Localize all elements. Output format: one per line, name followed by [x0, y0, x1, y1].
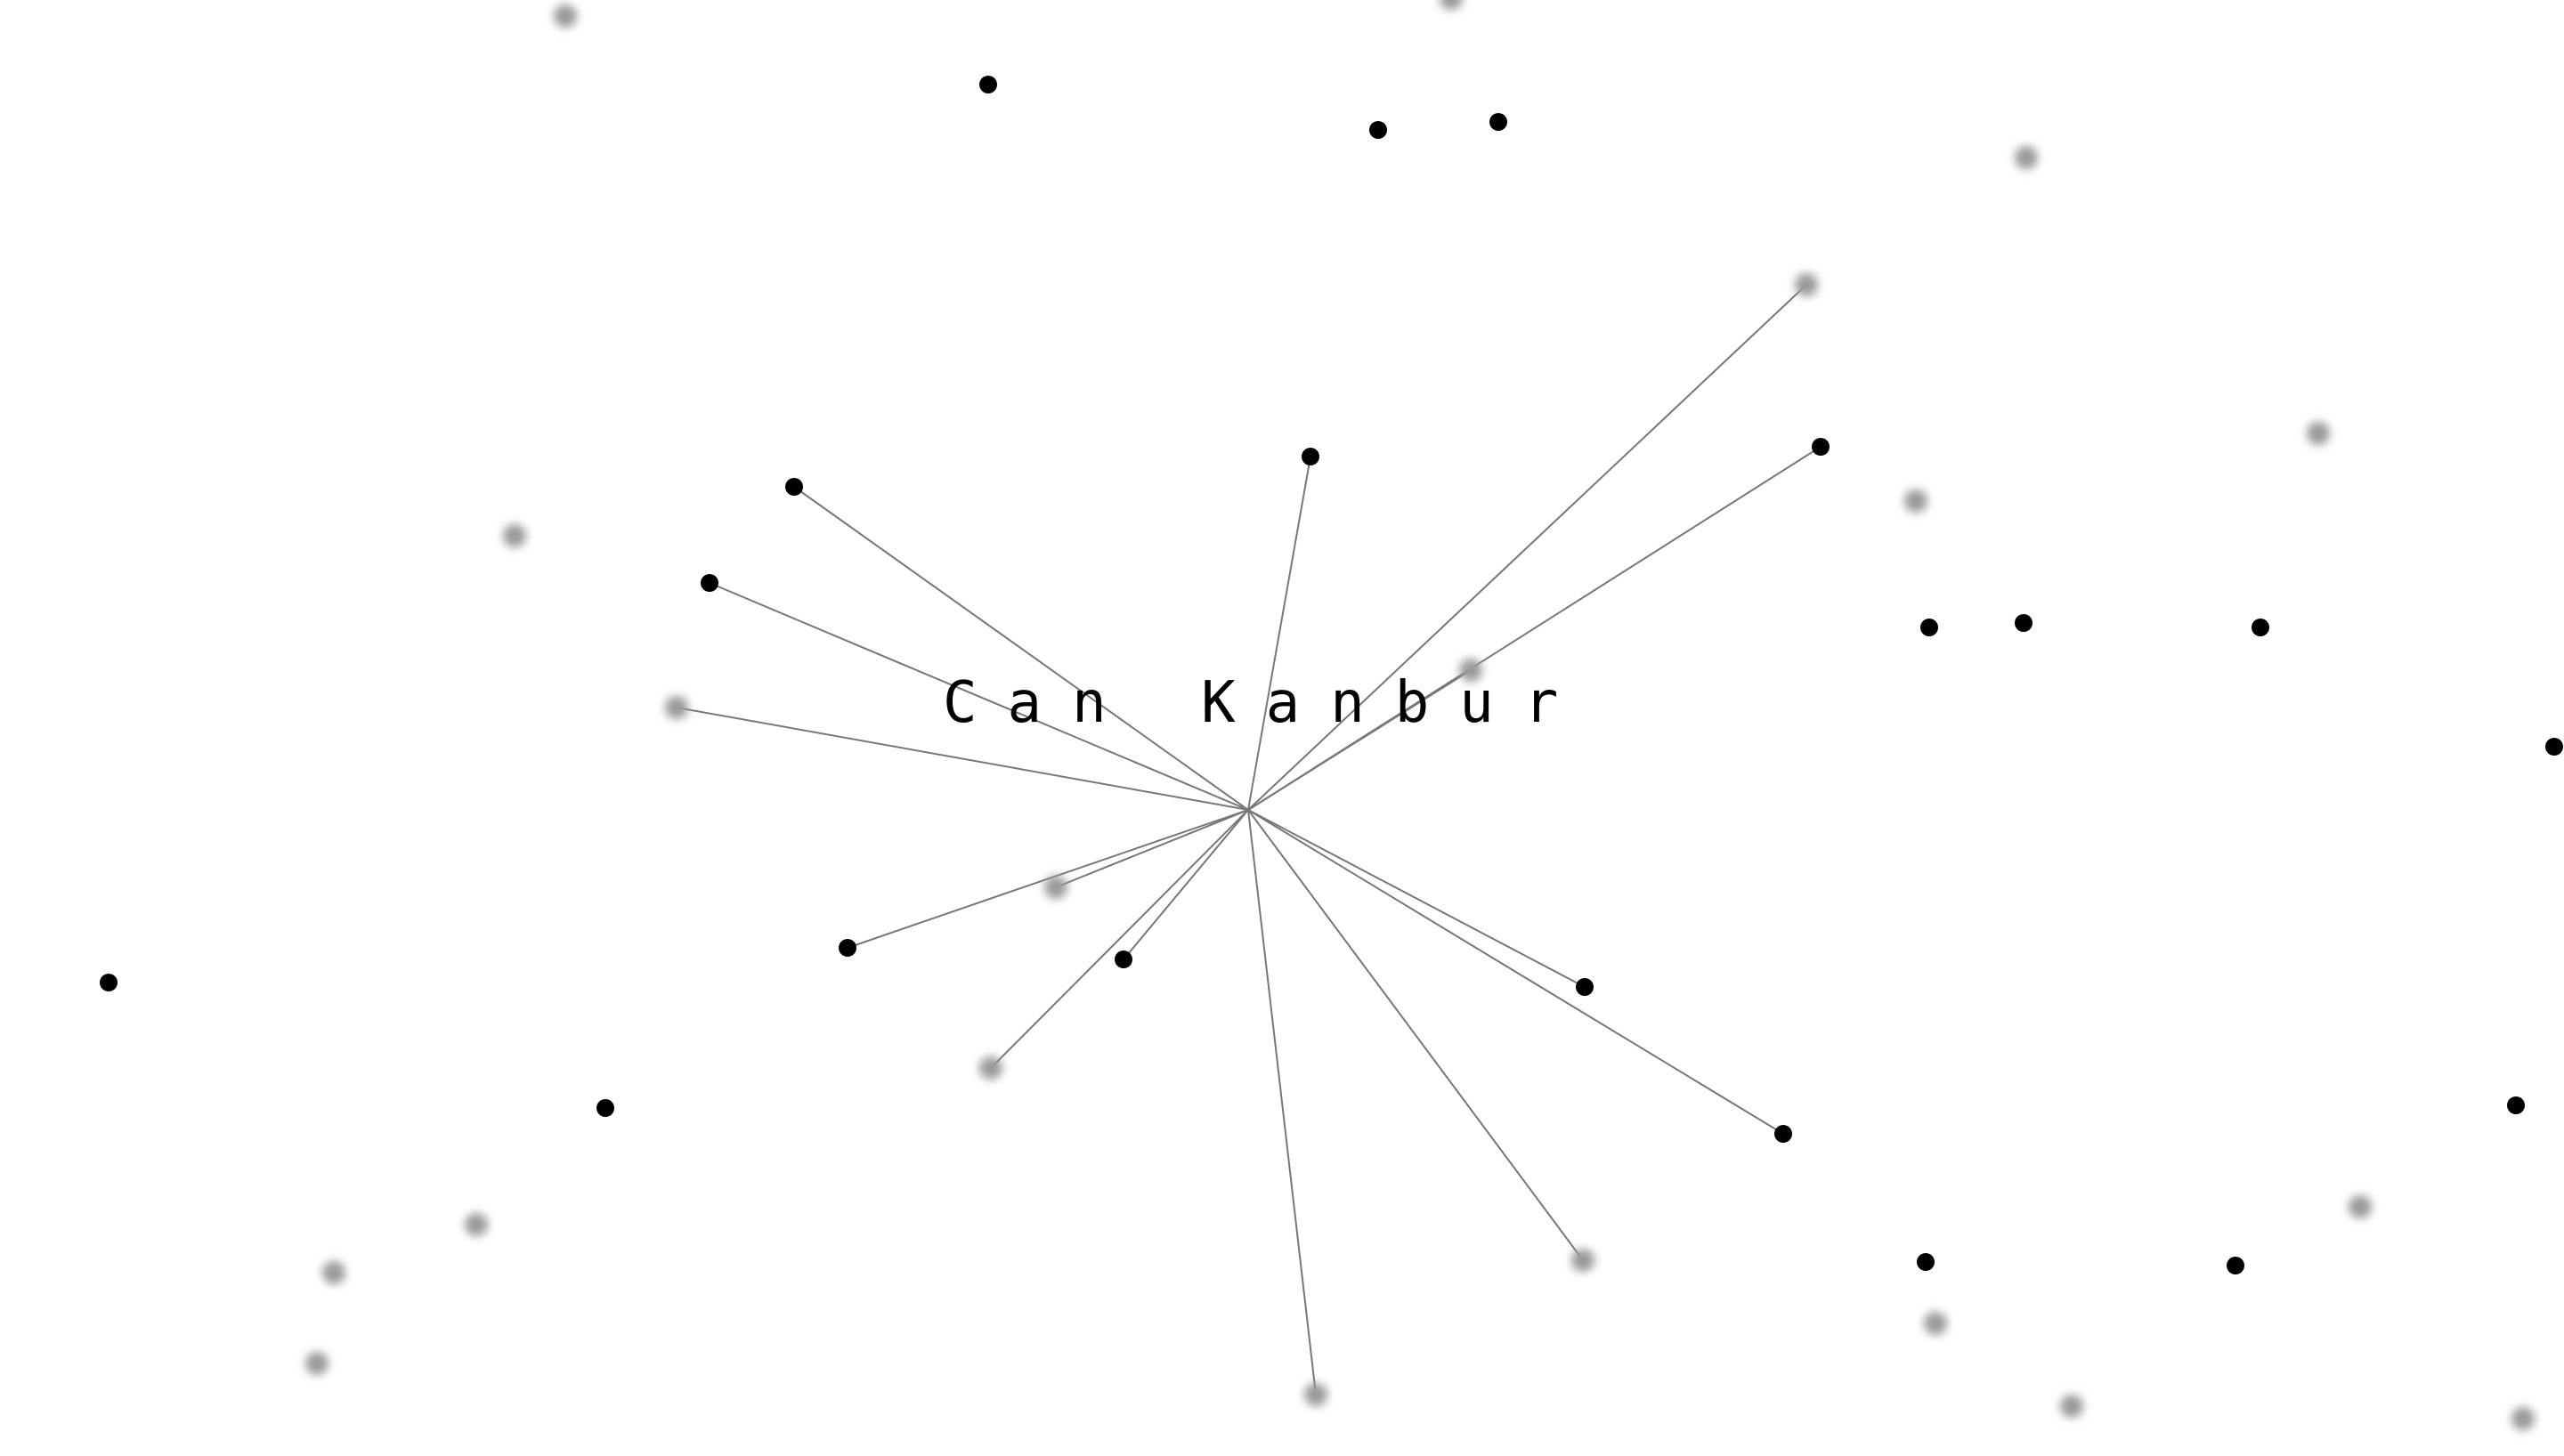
blurred-node: [322, 1261, 345, 1284]
node: [1302, 448, 1319, 465]
blurred-node: [979, 1056, 1002, 1080]
node: [1576, 978, 1594, 996]
node: [1369, 121, 1387, 139]
link-line: [1247, 284, 1807, 811]
nodes: [100, 0, 2563, 1430]
blurred-node: [2511, 1407, 2535, 1430]
link-line: [1247, 809, 1784, 1135]
link-line: [709, 582, 1249, 811]
node: [1920, 619, 1938, 636]
blurred-node: [1044, 876, 1067, 899]
node: [2227, 1257, 2244, 1274]
node: [1812, 438, 1830, 456]
node: [1917, 1253, 1935, 1271]
blurred-node: [465, 1213, 488, 1236]
link-line: [1247, 669, 1472, 811]
blurred-node: [1904, 489, 1927, 513]
node: [2545, 738, 2563, 756]
blurred-node: [1459, 659, 1482, 682]
node: [100, 974, 118, 991]
link-lines: [676, 284, 1822, 1395]
blurred-node: [1440, 0, 1463, 10]
blurred-node: [2307, 422, 2330, 445]
link-line: [1123, 809, 1249, 960]
link-line: [1247, 456, 1311, 811]
link-line: [793, 486, 1249, 811]
link-line: [676, 707, 1249, 811]
link-line: [1247, 809, 1317, 1395]
link-line: [1247, 809, 1586, 988]
node: [839, 939, 856, 957]
node: [1115, 950, 1132, 968]
blurred-node: [1795, 273, 1818, 296]
blurred-node: [503, 524, 526, 547]
blurred-node: [2060, 1395, 2083, 1418]
node: [1489, 113, 1507, 131]
blurred-node: [1571, 1249, 1594, 1272]
node: [785, 478, 803, 496]
node: [596, 1099, 614, 1117]
link-line: [990, 809, 1249, 1069]
blurred-node: [1924, 1312, 1947, 1335]
blurred-node: [2015, 146, 2038, 169]
link-line: [1055, 809, 1249, 888]
node: [1774, 1125, 1792, 1143]
node: [2507, 1096, 2525, 1114]
blurred-node: [1304, 1383, 1327, 1406]
page-title: Can Kanbur: [943, 670, 1589, 736]
node: [701, 574, 718, 592]
blurred-node: [554, 4, 577, 28]
link-line: [847, 809, 1249, 949]
node: [979, 76, 997, 93]
link-line: [1247, 809, 1584, 1261]
blurred-node: [2349, 1195, 2372, 1218]
node: [2252, 619, 2269, 636]
node: [2015, 614, 2033, 632]
blurred-node: [665, 696, 688, 719]
blurred-node: [305, 1352, 329, 1375]
